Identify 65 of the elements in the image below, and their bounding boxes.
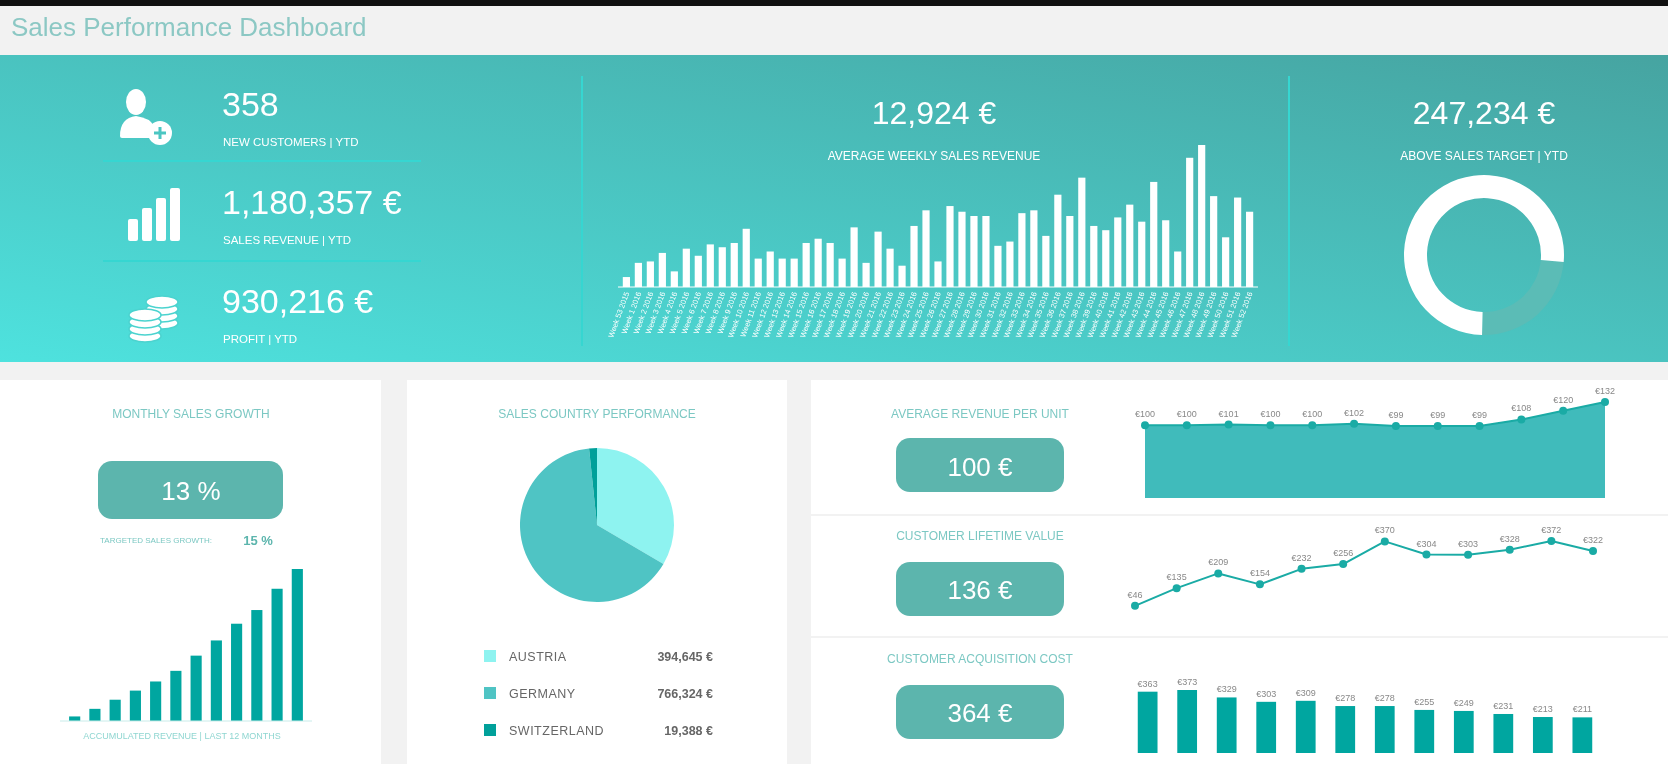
- text: 12,924 €: [871, 95, 997, 131]
- data-label: €363: [1137, 678, 1158, 689]
- data-label: €100: [1176, 409, 1197, 420]
- chart-title: MONTHLY SALES GROWTH: [112, 407, 270, 421]
- chart-title: SALES COUNTRY PERFORMANCE: [498, 407, 696, 421]
- x-axis-title: ACCUMULATED REVENUE | LAST 12 MONTHS: [83, 731, 281, 741]
- data-label: €120: [1553, 394, 1574, 405]
- data-label: €132: [1594, 386, 1616, 396]
- data-label: €278: [1335, 693, 1356, 704]
- text: 364 €: [947, 698, 1014, 728]
- data-label: €100: [1302, 409, 1323, 420]
- data-label: €102: [1344, 407, 1365, 418]
- text: Sales Performance Dashboard: [11, 12, 367, 42]
- data-label: €99: [1430, 410, 1446, 420]
- data-label: €370: [1374, 525, 1395, 536]
- text: 100 €: [947, 452, 1014, 482]
- text: TARGETED SALES GROWTH:: [100, 536, 212, 545]
- data-label: €322: [1582, 534, 1604, 545]
- data-label: €373: [1177, 677, 1198, 687]
- data-label: €329: [1216, 684, 1237, 695]
- text: 358: [222, 85, 279, 123]
- data-label: €101: [1218, 408, 1239, 419]
- text: 15 %: [243, 533, 274, 548]
- legend-label: SWITZERLAND: [509, 724, 605, 738]
- text: SALES REVENUE | YTD: [223, 234, 352, 246]
- text: PROFIT | YTD: [223, 333, 298, 345]
- data-label: €256: [1333, 548, 1354, 559]
- data-label: €255: [1414, 696, 1435, 707]
- data-label: €372: [1541, 525, 1562, 535]
- data-label: €309: [1295, 687, 1316, 698]
- data-label: €303: [1458, 538, 1479, 549]
- data-label: €249: [1453, 697, 1474, 708]
- legend-label: GERMANY: [509, 687, 576, 701]
- data-label: €100: [1260, 409, 1281, 420]
- text: 136 €: [947, 575, 1014, 605]
- data-label: €231: [1493, 700, 1514, 711]
- text: CUSTOMER ACQUISITION COST: [887, 652, 1074, 666]
- text: 1,180,357 €: [222, 183, 402, 221]
- data-label: 766,324 €: [657, 687, 714, 701]
- data-label: €100: [1134, 409, 1156, 420]
- data-label: €46: [1127, 589, 1143, 600]
- text: 247,234 €: [1412, 95, 1556, 131]
- data-label: €213: [1532, 704, 1553, 715]
- data-label: 19,388 €: [664, 724, 714, 738]
- text: AVERAGE REVENUE PER UNIT: [891, 407, 1070, 421]
- data-label: €209: [1208, 557, 1229, 568]
- data-label: €304: [1416, 538, 1437, 549]
- data-label: €108: [1511, 403, 1532, 414]
- data-label: €232: [1291, 552, 1312, 563]
- legend-label: AUSTRIA: [509, 650, 567, 664]
- data-label: €278: [1374, 693, 1395, 704]
- data-label: €99: [1472, 410, 1488, 420]
- data-label: €154: [1249, 568, 1270, 579]
- text: 13 %: [161, 476, 221, 506]
- chart-title: AVERAGE WEEKLY SALES REVENUE: [827, 149, 1041, 163]
- text: 930,216 €: [222, 282, 374, 320]
- chart-title: ABOVE SALES TARGET | YTD: [1400, 149, 1569, 163]
- data-label: €135: [1166, 572, 1187, 583]
- text: NEW CUSTOMERS | YTD: [223, 136, 359, 148]
- data-label: €303: [1256, 688, 1277, 699]
- data-label: €99: [1388, 410, 1404, 420]
- text: CUSTOMER LIFETIME VALUE: [896, 529, 1064, 543]
- data-label: 394,645 €: [657, 650, 714, 664]
- data-label: €328: [1499, 533, 1520, 544]
- data-label: €211: [1572, 704, 1593, 715]
